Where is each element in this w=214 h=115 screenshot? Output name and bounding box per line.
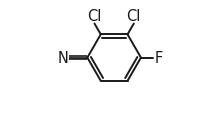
- Text: Cl: Cl: [87, 9, 102, 23]
- Text: F: F: [155, 51, 163, 66]
- Text: Cl: Cl: [127, 9, 141, 23]
- Text: N: N: [58, 51, 69, 66]
